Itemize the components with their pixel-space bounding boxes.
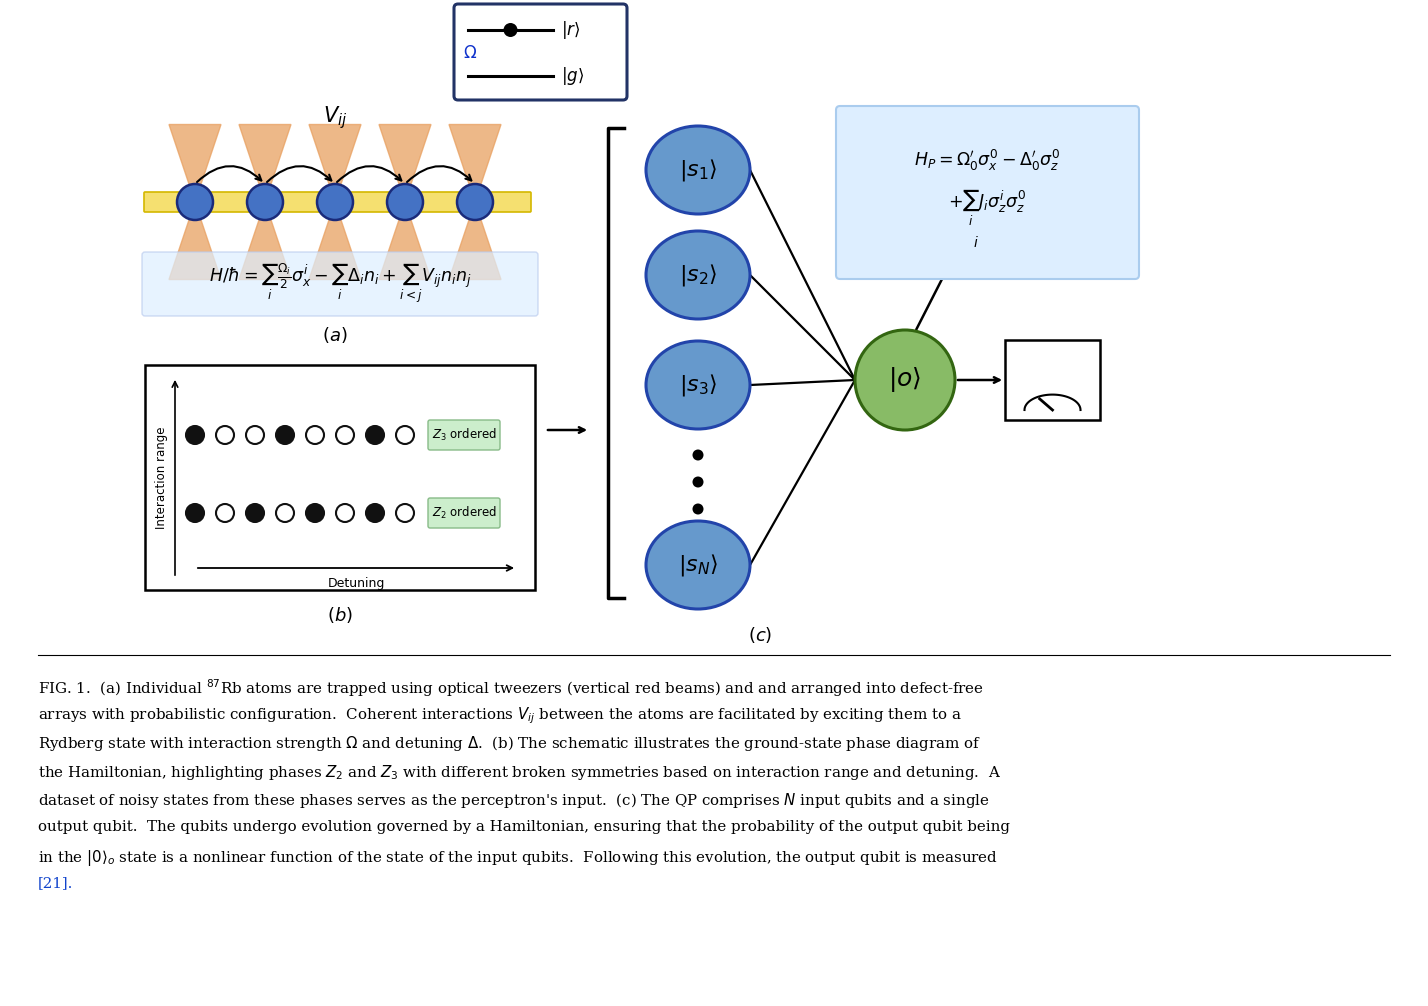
Text: output qubit.  The qubits undergo evolution governed by a Hamiltonian, ensuring : output qubit. The qubits undergo evoluti…	[39, 820, 1010, 834]
Text: arrays with probabilistic configuration.  Coherent interactions $V_{ij}$ between: arrays with probabilistic configuration.…	[39, 705, 961, 726]
Polygon shape	[378, 202, 431, 280]
Text: $(b)$: $(b)$	[327, 605, 353, 625]
Ellipse shape	[645, 521, 750, 609]
Text: dataset of noisy states from these phases serves as the perceptron's input.  (c): dataset of noisy states from these phase…	[39, 791, 990, 810]
Circle shape	[336, 504, 354, 522]
Circle shape	[693, 503, 704, 514]
Text: $|s_1\rangle$: $|s_1\rangle$	[678, 157, 717, 183]
Text: $+ \sum_i J_i \sigma_z^i\sigma_z^0$: $+ \sum_i J_i \sigma_z^i\sigma_z^0$	[948, 188, 1027, 228]
Polygon shape	[169, 125, 221, 202]
Circle shape	[693, 477, 704, 488]
Text: $\Omega$: $\Omega$	[463, 44, 477, 61]
Text: [21].: [21].	[39, 876, 73, 890]
Text: $Z_3$ ordered: $Z_3$ ordered	[431, 427, 497, 443]
Polygon shape	[378, 125, 431, 202]
Circle shape	[216, 426, 234, 444]
Circle shape	[276, 504, 294, 522]
Text: Rydberg state with interaction strength $\Omega$ and detuning $\Delta$.  (b) The: Rydberg state with interaction strength …	[39, 734, 981, 753]
Text: $|s_N\rangle$: $|s_N\rangle$	[678, 552, 718, 578]
Polygon shape	[308, 125, 361, 202]
Text: $H/\hbar = \sum_i \frac{\Omega_i}{2}\sigma_x^i - \sum_i \Delta_i n_i + \sum_{i<j: $H/\hbar = \sum_i \frac{\Omega_i}{2}\sig…	[208, 262, 471, 306]
Circle shape	[396, 504, 414, 522]
Circle shape	[366, 504, 384, 522]
Circle shape	[306, 504, 324, 522]
Polygon shape	[308, 202, 361, 280]
Polygon shape	[448, 125, 501, 202]
Circle shape	[504, 23, 517, 37]
Circle shape	[186, 426, 204, 444]
Text: $|g\rangle$: $|g\rangle$	[561, 65, 584, 87]
Circle shape	[246, 504, 264, 522]
FancyBboxPatch shape	[141, 252, 538, 316]
Text: FIG. 1.  (a) Individual $^{87}$Rb atoms are trapped using optical tweezers (vert: FIG. 1. (a) Individual $^{87}$Rb atoms a…	[39, 677, 984, 699]
Text: Interaction range: Interaction range	[154, 427, 167, 529]
FancyBboxPatch shape	[428, 498, 500, 528]
Circle shape	[246, 426, 264, 444]
Circle shape	[276, 426, 294, 444]
Circle shape	[306, 426, 324, 444]
FancyBboxPatch shape	[835, 106, 1140, 279]
Polygon shape	[448, 202, 501, 280]
Ellipse shape	[645, 126, 750, 214]
Bar	[146, 365, 536, 590]
Circle shape	[247, 184, 283, 220]
Text: $|s_3\rangle$: $|s_3\rangle$	[678, 372, 717, 398]
Text: the Hamiltonian, highlighting phases $Z_2$ and $Z_3$ with different broken symme: the Hamiltonian, highlighting phases $Z_…	[39, 763, 1001, 782]
Circle shape	[336, 426, 354, 444]
Circle shape	[177, 184, 213, 220]
Circle shape	[457, 184, 493, 220]
Text: $i$: $i$	[972, 234, 978, 249]
Polygon shape	[238, 202, 291, 280]
Text: $Z_2$ ordered: $Z_2$ ordered	[431, 505, 497, 521]
Text: $H_P = \Omega_0^\prime\sigma_x^0 - \Delta_0^\prime\sigma_z^0$: $H_P = \Omega_0^\prime\sigma_x^0 - \Delt…	[914, 148, 1061, 173]
FancyBboxPatch shape	[144, 192, 531, 212]
Circle shape	[366, 426, 384, 444]
Ellipse shape	[645, 341, 750, 429]
Circle shape	[396, 426, 414, 444]
Circle shape	[317, 184, 353, 220]
Polygon shape	[238, 125, 291, 202]
Bar	[1005, 340, 1100, 420]
Text: $|o\rangle$: $|o\rangle$	[888, 365, 921, 394]
Text: in the $|0\rangle_o$ state is a nonlinear function of the state of the input qub: in the $|0\rangle_o$ state is a nonlinea…	[39, 848, 998, 868]
Polygon shape	[169, 202, 221, 280]
Text: $|r\rangle$: $|r\rangle$	[561, 19, 580, 41]
FancyBboxPatch shape	[428, 420, 500, 450]
Circle shape	[693, 450, 704, 461]
FancyBboxPatch shape	[454, 4, 627, 100]
Circle shape	[216, 504, 234, 522]
Text: Detuning: Detuning	[327, 576, 384, 590]
Text: $|s_2\rangle$: $|s_2\rangle$	[678, 262, 717, 288]
Circle shape	[186, 504, 204, 522]
Ellipse shape	[645, 231, 750, 319]
Text: $(c)$: $(c)$	[748, 625, 773, 645]
Text: $(a)$: $(a)$	[323, 325, 348, 345]
Circle shape	[855, 330, 955, 430]
Circle shape	[387, 184, 423, 220]
Text: $V_{ij}$: $V_{ij}$	[323, 105, 347, 132]
